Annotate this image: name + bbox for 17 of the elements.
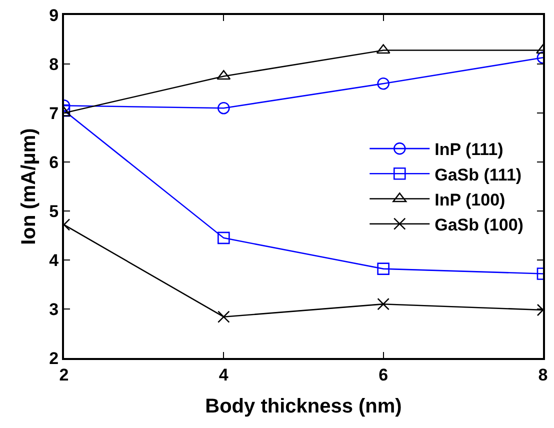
y-tick-label: 8 <box>49 54 59 74</box>
y-tick-label: 9 <box>49 6 59 25</box>
legend-label: GaSb (111) <box>434 165 522 184</box>
x-tick-label: 6 <box>378 365 388 384</box>
y-tick-label: 6 <box>49 152 59 172</box>
legend-label: GaSb (100) <box>434 215 524 234</box>
y-tick-label: 2 <box>49 348 59 368</box>
y-tick-label: 5 <box>49 202 59 221</box>
y-tick-label: 4 <box>49 250 60 270</box>
legend-label: InP (111) <box>434 140 504 160</box>
y-tick-label: 3 <box>49 300 59 319</box>
x-tick-label: 8 <box>538 365 548 384</box>
y-tick-label: 7 <box>49 104 59 123</box>
x-tick-label: 4 <box>218 365 229 384</box>
y-axis-title: Ion (mA/μm) <box>18 128 40 245</box>
legend-label: InP (100) <box>434 190 506 210</box>
x-axis-title: Body thickness (nm) <box>205 395 402 418</box>
